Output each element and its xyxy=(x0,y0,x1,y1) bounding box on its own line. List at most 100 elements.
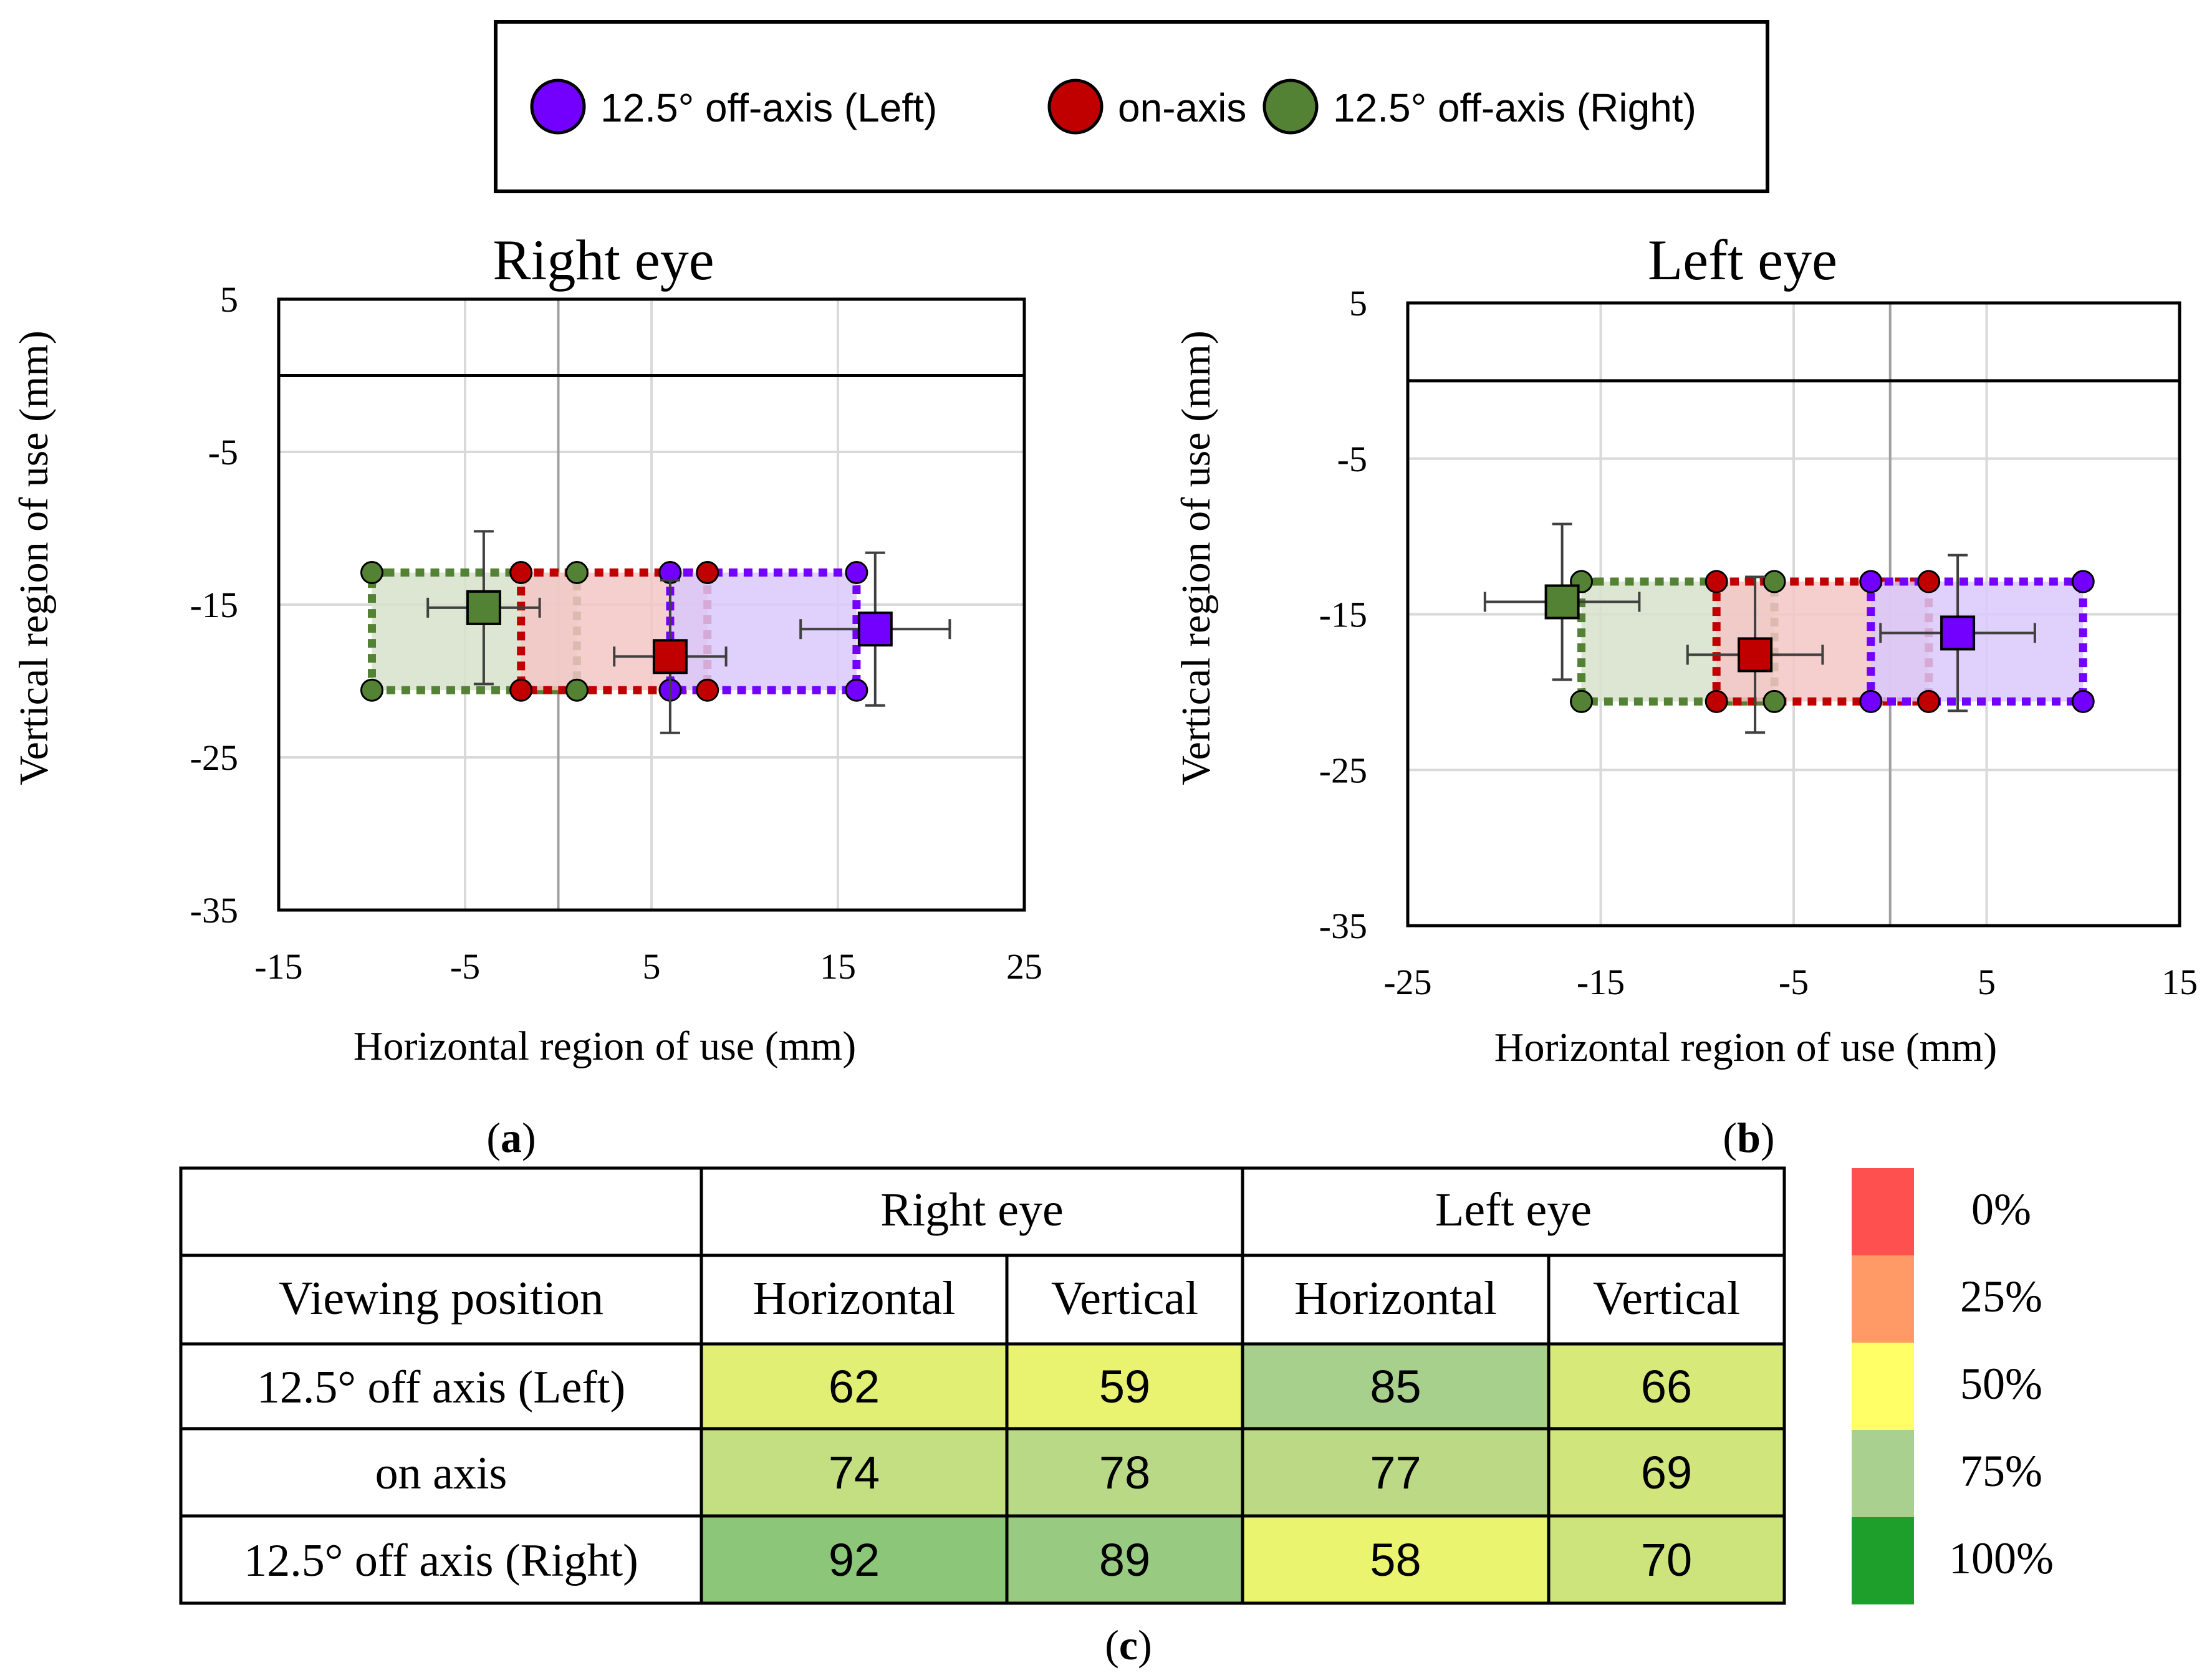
legend-box xyxy=(494,20,1769,193)
region-corner-point xyxy=(696,561,719,585)
region-corner-point xyxy=(1917,570,1941,593)
y-tick-label: 5 xyxy=(1349,283,1367,324)
table-cell-value: 77 xyxy=(1370,1447,1421,1498)
table-cell-bg xyxy=(701,1516,1007,1603)
chart-title: Right eye xyxy=(493,228,714,292)
table-row-label: on axis xyxy=(375,1448,507,1499)
region-2 xyxy=(666,568,861,694)
table-cell-bg xyxy=(1549,1429,1784,1516)
table-row-label: 12.5° off axis (Left) xyxy=(257,1362,625,1413)
x-axis-label: Horizontal region of use (mm) xyxy=(353,1024,856,1069)
region-corner-point xyxy=(509,561,533,585)
table-cell-value: 59 xyxy=(1099,1361,1150,1412)
table-cell-value: 58 xyxy=(1370,1534,1421,1586)
panel-label-a: (a) xyxy=(486,1114,536,1161)
y-tick-label: -25 xyxy=(1319,750,1367,790)
region-corner-point xyxy=(1762,689,1786,713)
x-tick-label: 15 xyxy=(820,946,856,987)
x-tick-label: -15 xyxy=(1577,962,1625,1002)
region-corner-point xyxy=(1570,689,1594,713)
y-tick-label: -15 xyxy=(1319,595,1367,635)
table-group-header: Right eye xyxy=(880,1184,1063,1236)
mean-marker-0 xyxy=(466,590,501,625)
color-scale-swatch xyxy=(1852,1343,1914,1430)
table-column-header: Vertical xyxy=(1051,1272,1198,1325)
region-corner-point xyxy=(2071,689,2095,713)
table-column-header: Horizontal xyxy=(753,1272,955,1325)
x-tick-label: -5 xyxy=(450,946,480,987)
table-group-header: Left eye xyxy=(1435,1184,1592,1236)
x-tick-label: 5 xyxy=(1978,962,1996,1002)
y-tick-label: -15 xyxy=(190,585,238,625)
table-row-label: 12.5° off axis (Right) xyxy=(244,1535,638,1586)
x-tick-label: -15 xyxy=(254,946,302,987)
table-cell-value: 70 xyxy=(1641,1534,1692,1586)
color-scale-swatch xyxy=(1852,1430,1914,1517)
table-cell-value: 66 xyxy=(1641,1361,1692,1412)
panel-label-a-letter: a xyxy=(501,1114,522,1161)
color-scale-swatch xyxy=(1852,1255,1914,1343)
region-corner-point xyxy=(845,678,868,702)
panel-label-c: (c) xyxy=(1105,1621,1152,1669)
region-corner-point xyxy=(509,678,533,702)
region-corner-point xyxy=(1705,570,1728,593)
table-cell-value: 78 xyxy=(1099,1447,1150,1498)
x-tick-label: 25 xyxy=(1006,946,1042,987)
table-cell-bg xyxy=(1007,1344,1243,1429)
table-cell-bg xyxy=(1243,1344,1549,1429)
legend-marker-0 xyxy=(530,79,586,135)
region-corner-point xyxy=(1917,689,1941,713)
table-column-header: Vertical xyxy=(1593,1272,1740,1325)
region-corner-point xyxy=(1859,689,1883,713)
plot-frame xyxy=(277,297,1026,912)
legend-label-0: 12.5° off-axis (Left) xyxy=(600,85,937,130)
legend-marker-2 xyxy=(1262,79,1319,135)
mean-marker-0 xyxy=(1544,584,1580,620)
region-corner-point xyxy=(1705,689,1728,713)
table-cell-value: 69 xyxy=(1641,1447,1692,1498)
region-2 xyxy=(1867,577,2087,706)
table-border xyxy=(179,1166,1786,1605)
mean-marker-2 xyxy=(857,611,893,647)
color-scale-label: 75% xyxy=(1960,1446,2042,1496)
color-scale-swatch xyxy=(1852,1517,1914,1604)
table-cell-value: 92 xyxy=(829,1534,880,1586)
panel-label-c-letter: c xyxy=(1119,1621,1138,1669)
table-column-header: Viewing position xyxy=(279,1272,603,1325)
color-scale-label: 0% xyxy=(1971,1184,2031,1234)
table-cell-value: 62 xyxy=(829,1361,880,1412)
y-tick-label: -5 xyxy=(208,432,238,472)
table-cell-value: 85 xyxy=(1370,1361,1421,1412)
chart-title: Left eye xyxy=(1648,228,1837,292)
legend-label-2: 12.5° off-axis (Right) xyxy=(1333,85,1696,130)
x-tick-label: -25 xyxy=(1383,962,1431,1002)
table-cell-bg xyxy=(1243,1429,1549,1516)
legend: 12.5° off-axis (Left) on-axis 12.5° off-ax… xyxy=(494,20,1769,193)
y-tick-label: -35 xyxy=(190,890,238,931)
mean-marker-1 xyxy=(652,639,688,674)
agreement-table: Right eye Left eye Viewing position Horizon… xyxy=(179,1166,1786,1605)
x-axis-label: Horizontal region of use (mm) xyxy=(1494,1025,1997,1070)
left-eye-chart: Left eye Vertical region of use (mm) Hor… xyxy=(1173,228,2198,1161)
table-cell-bg xyxy=(1007,1516,1243,1603)
legend-marker-1 xyxy=(1047,79,1104,135)
region-corner-point xyxy=(360,678,383,702)
y-tick-label: -25 xyxy=(190,737,238,778)
mean-marker-1 xyxy=(1738,637,1773,673)
y-tick-label: 5 xyxy=(220,279,238,320)
color-scale: 0% 25% 50% 75% 100% xyxy=(1852,1168,2054,1604)
y-tick-label: -5 xyxy=(1337,439,1367,479)
y-axis-label: Vertical region of use (mm) xyxy=(11,330,57,785)
y-tick-label: -35 xyxy=(1319,906,1367,946)
panel-label-b-letter: b xyxy=(1737,1114,1761,1161)
region-corner-point xyxy=(565,561,589,585)
y-axis-label: Vertical region of use (mm) xyxy=(1173,330,1219,785)
x-tick-label: -5 xyxy=(1779,962,1809,1002)
panel-label-b: (b) xyxy=(1723,1114,1774,1161)
region-corner-point xyxy=(696,678,719,702)
color-scale-label: 25% xyxy=(1960,1272,2042,1321)
color-scale-label: 100% xyxy=(1949,1533,2054,1583)
region-corner-point xyxy=(565,678,589,702)
x-tick-label: 15 xyxy=(2162,962,2198,1002)
